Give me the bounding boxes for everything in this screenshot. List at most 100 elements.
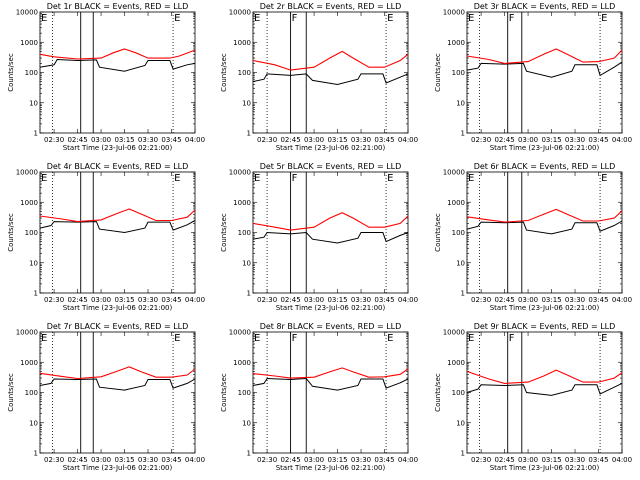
y-tick-label: 1000 xyxy=(20,199,38,207)
x-tick-label: 02:30 xyxy=(44,296,64,304)
series-line-lld xyxy=(466,208,623,223)
y-tick-label: 1 xyxy=(461,290,465,298)
plot-frame xyxy=(466,331,623,454)
y-tick-label: 1000 xyxy=(233,39,251,47)
y-tick-label: 10000 xyxy=(16,169,38,177)
x-tick-label: 02:45 xyxy=(494,456,514,464)
y-tick-label: 100 xyxy=(452,69,465,77)
x-tick-label: 04:00 xyxy=(612,456,632,464)
time-marker-label: E xyxy=(254,333,260,344)
y-tick-label: 10000 xyxy=(443,329,465,337)
x-tick-label: 03:15 xyxy=(327,296,347,304)
time-marker-label: E xyxy=(468,333,474,344)
y-tick-label: 10000 xyxy=(229,169,251,177)
chart-panel-det6: Det 6r BLACK = Events, RED = LLD 1 10 100 10… xyxy=(434,162,632,312)
x-tick-label: 04:00 xyxy=(185,136,205,144)
y-tick-label: 10000 xyxy=(16,329,38,337)
x-tick-label: 03:15 xyxy=(327,136,347,144)
chart-title: Det 5r BLACK = Events, RED = LLD xyxy=(260,162,402,171)
series-line-events xyxy=(252,73,409,86)
y-tick-label: 1000 xyxy=(233,359,251,367)
x-tick-label: 03:15 xyxy=(114,136,134,144)
y-tick-label: 10 xyxy=(29,99,38,107)
x-tick-label: 03:00 xyxy=(91,136,111,144)
time-marker-label: E xyxy=(468,173,474,184)
y-tick-label: 10 xyxy=(242,259,251,267)
x-tick-label: 03:30 xyxy=(351,136,371,144)
plot-frame xyxy=(252,171,409,294)
series-line-events xyxy=(252,377,409,391)
chart-panel-det9: Det 9r BLACK = Events, RED = LLD 1 10 100 10… xyxy=(434,322,632,472)
chart-panel-det4: Det 4r BLACK = Events, RED = LLD 1 10 100 10… xyxy=(7,162,205,312)
y-axis-label: Counts/sec xyxy=(434,213,442,252)
x-tick-label: 03:15 xyxy=(541,136,561,144)
x-axis-label: Start Time (23-Jul-06 02:21:00) xyxy=(490,144,600,152)
x-tick-label: 03:30 xyxy=(138,456,158,464)
y-axis-label: Counts/sec xyxy=(220,373,228,412)
y-tick-label: 100 xyxy=(452,389,465,397)
x-tick-label: 02:45 xyxy=(280,296,300,304)
chart-title: Det 6r BLACK = Events, RED = LLD xyxy=(474,162,616,171)
plot-frame xyxy=(39,331,196,454)
time-marker-label: E xyxy=(41,173,47,184)
y-tick-label: 1000 xyxy=(447,359,465,367)
series-line-lld xyxy=(252,212,409,231)
chart-title: Det 3r BLACK = Events, RED = LLD xyxy=(474,2,616,11)
series-line-lld xyxy=(466,48,623,64)
series-line-lld xyxy=(252,50,409,71)
x-tick-label: 03:00 xyxy=(304,456,324,464)
x-tick-label: 03:45 xyxy=(588,456,608,464)
y-tick-label: 1 xyxy=(461,130,465,138)
time-marker-label: E xyxy=(174,173,180,184)
x-tick-label: 04:00 xyxy=(398,136,418,144)
x-tick-label: 02:45 xyxy=(494,296,514,304)
y-axis-label: Counts/sec xyxy=(7,373,15,412)
y-tick-label: 1000 xyxy=(233,199,251,207)
chart-title: Det 8r BLACK = Events, RED = LLD xyxy=(260,322,402,331)
x-tick-label: 04:00 xyxy=(612,296,632,304)
time-marker-label: E xyxy=(41,333,47,344)
x-tick-label: 03:45 xyxy=(374,296,394,304)
x-tick-label: 03:45 xyxy=(161,136,181,144)
time-marker-label: F xyxy=(509,333,515,344)
x-tick-label: 02:30 xyxy=(471,136,491,144)
y-axis-label: Counts/sec xyxy=(220,53,228,92)
x-tick-label: 03:00 xyxy=(91,296,111,304)
chart-panel-det7: Det 7r BLACK = Events, RED = LLD 1 10 100 10… xyxy=(7,322,205,472)
time-marker-label: E xyxy=(174,333,180,344)
y-tick-label: 10000 xyxy=(229,9,251,17)
series-line-lld xyxy=(252,367,409,379)
y-tick-label: 10 xyxy=(242,99,251,107)
y-tick-label: 1 xyxy=(34,130,38,138)
x-tick-label: 02:30 xyxy=(471,456,491,464)
x-tick-label: 02:30 xyxy=(257,456,277,464)
y-axis-label: Counts/sec xyxy=(220,213,228,252)
x-tick-label: 03:45 xyxy=(588,296,608,304)
x-tick-label: 03:30 xyxy=(138,136,158,144)
y-tick-label: 100 xyxy=(238,389,251,397)
x-tick-label: 03:30 xyxy=(351,456,371,464)
chart-title: Det 1r BLACK = Events, RED = LLD xyxy=(47,2,189,11)
y-tick-label: 100 xyxy=(25,229,38,237)
series-line-lld xyxy=(39,48,196,60)
x-tick-label: 02:45 xyxy=(67,296,87,304)
series-line-events xyxy=(39,58,196,72)
y-tick-label: 10000 xyxy=(443,9,465,17)
x-tick-label: 03:45 xyxy=(374,456,394,464)
x-axis-label: Start Time (23-Jul-06 02:21:00) xyxy=(63,304,173,312)
y-axis-label: Counts/sec xyxy=(7,53,15,92)
x-tick-label: 03:30 xyxy=(565,296,585,304)
y-tick-label: 10000 xyxy=(16,9,38,17)
time-marker-label: E xyxy=(601,173,607,184)
y-tick-label: 10 xyxy=(29,259,38,267)
x-axis-label: Start Time (23-Jul-06 02:21:00) xyxy=(63,464,173,472)
x-tick-label: 03:15 xyxy=(541,456,561,464)
x-tick-label: 03:15 xyxy=(114,456,134,464)
y-tick-label: 1 xyxy=(247,450,251,458)
plot-frame xyxy=(252,11,409,134)
y-tick-label: 1000 xyxy=(447,199,465,207)
series-line-lld xyxy=(39,366,196,380)
x-tick-label: 03:30 xyxy=(138,296,158,304)
y-tick-label: 10000 xyxy=(229,329,251,337)
